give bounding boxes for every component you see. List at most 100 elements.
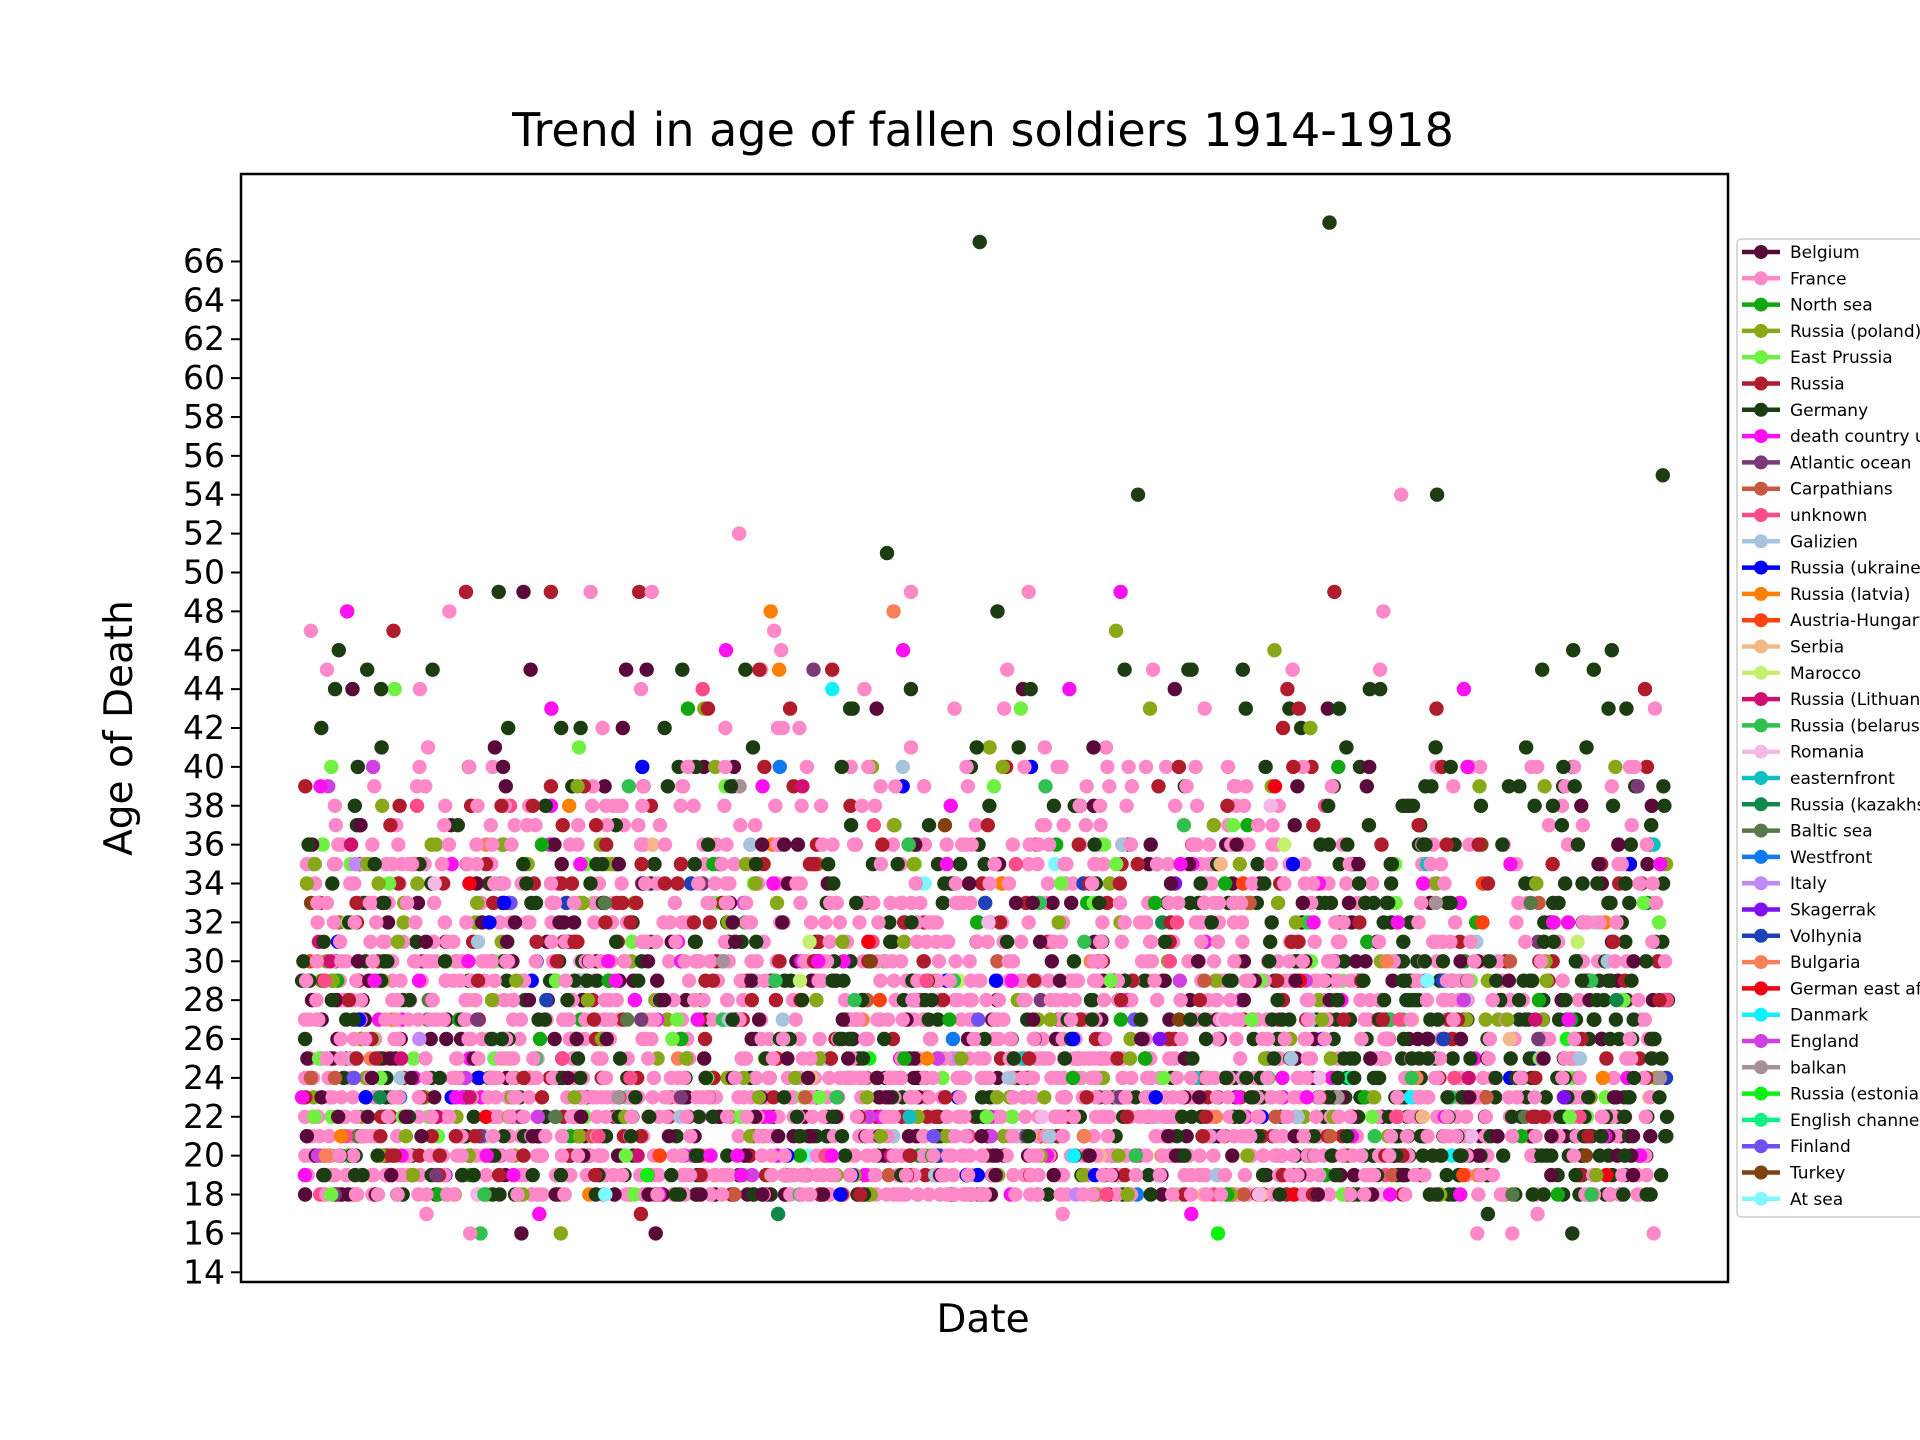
data-point [906,1070,922,1086]
data-point [1225,1148,1240,1163]
data-point [1584,1187,1599,1202]
data-point [469,856,484,872]
data-point [419,1206,434,1222]
data-point [641,1051,656,1066]
data-point [765,1051,781,1066]
data-point [461,954,476,969]
legend-entry: Finland [1742,1137,1851,1157]
data-point [538,798,553,813]
data-point [1176,818,1192,833]
data-point [1236,798,1252,813]
data-point [387,681,402,697]
data-point [300,1051,315,1066]
y-tick-label: 44 [183,669,225,708]
legend-entry: Marocco [1742,664,1861,684]
data-point [1276,837,1292,852]
data-point [1030,1148,1045,1163]
data-point [919,1051,935,1066]
data-point [1264,1012,1280,1027]
data-point [776,1090,792,1105]
data-point [800,1070,816,1086]
data-point [660,779,675,794]
data-point [681,973,697,988]
data-point [1144,954,1160,969]
data-point [1589,992,1605,1008]
data-point [930,973,946,988]
data-point [1592,1148,1608,1163]
data-point [942,1012,957,1027]
data-point [1172,973,1188,988]
data-point [458,584,474,600]
data-point [1317,1031,1332,1047]
data-point [881,1167,896,1183]
data-point [1396,1167,1411,1183]
data-point [1193,876,1208,891]
data-point [1356,973,1371,988]
data-point [843,1167,858,1183]
data-point [1372,662,1388,677]
data-point [1217,876,1233,891]
y-tick-label: 46 [183,630,225,669]
data-point [427,1090,442,1105]
data-point [660,1012,675,1027]
data-point [1229,1031,1244,1047]
data-point [1162,1051,1177,1066]
data-point [720,895,736,911]
data-point [623,1070,638,1086]
data-point [751,1090,767,1105]
data-point [343,876,358,891]
data-point [432,1148,447,1163]
data-point [588,818,604,833]
data-point [910,1187,925,1202]
data-point [1396,934,1411,949]
data-point [609,992,624,1008]
data-point [804,915,819,930]
data-point [525,798,540,813]
data-point [555,1051,570,1066]
data-point [381,876,397,891]
data-point [384,1167,399,1183]
data-point [1123,837,1139,852]
data-point [1226,915,1242,930]
data-point [1285,856,1301,872]
data-point [1565,1226,1580,1241]
data-point [1496,1148,1511,1163]
data-point [599,818,615,833]
data-point [1089,973,1105,988]
data-point [1162,954,1178,969]
data-point [825,681,840,697]
data-point [1392,1012,1407,1027]
data-point [762,1109,777,1125]
data-point [325,1090,340,1105]
data-point [1321,798,1336,813]
data-point [1130,856,1145,872]
legend-marker [1754,771,1768,785]
legend-marker [1754,323,1768,338]
data-point [1084,876,1100,891]
data-point [1659,1129,1674,1144]
data-point [1504,1109,1520,1125]
data-point [1316,973,1332,988]
data-point [863,954,878,969]
data-point [1437,876,1452,891]
data-point [409,798,425,813]
data-point [719,992,735,1008]
data-point [1037,1090,1052,1105]
data-point [1595,1070,1611,1086]
data-point [1109,1187,1125,1202]
data-point [544,701,559,716]
data-point [483,1070,498,1086]
data-point [815,1187,831,1202]
data-point [1640,856,1655,872]
data-point [1041,837,1057,852]
data-point [505,992,520,1008]
data-point [383,818,398,833]
data-point [1624,973,1639,988]
data-point [1124,1070,1139,1086]
legend-label: Baltic sea [1790,822,1873,842]
data-point [1037,740,1053,755]
data-point [1518,1012,1533,1027]
data-point [1475,915,1490,930]
data-point [1405,798,1421,813]
data-point [1065,876,1080,891]
